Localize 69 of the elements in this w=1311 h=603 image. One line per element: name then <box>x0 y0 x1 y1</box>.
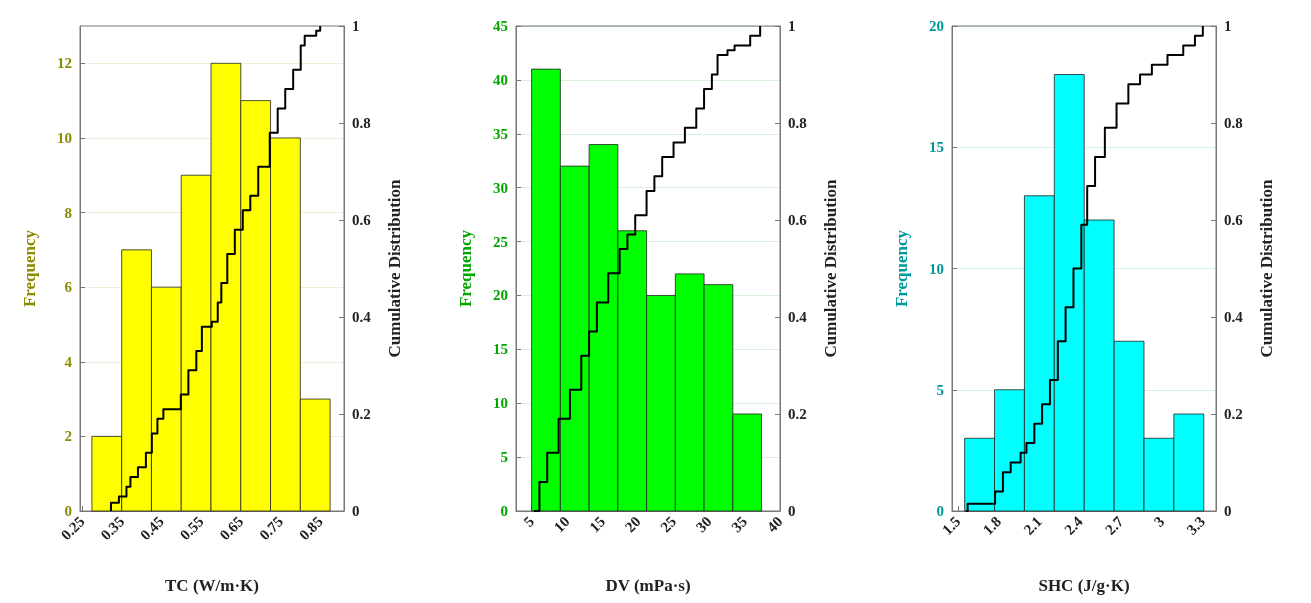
y2-tick-label: 0.6 <box>788 212 808 228</box>
y-tick-label: 20 <box>929 18 944 34</box>
y-tick-label: 20 <box>493 287 508 304</box>
y-tick-label: 6 <box>64 279 73 296</box>
x-tick-label: 25 <box>657 513 680 536</box>
y-tick-label: 2 <box>64 428 72 445</box>
x-tick-label: 2.4 <box>1061 512 1087 538</box>
y-axis-title: Frequency <box>892 229 911 308</box>
x-tick-label: 0.85 <box>295 513 326 544</box>
y2-tick-label: 0 <box>352 503 360 519</box>
y2-tick-label: 0.4 <box>1224 309 1244 325</box>
y-tick-label: 5 <box>500 449 508 466</box>
x-tick-label: 10 <box>550 513 573 536</box>
x-tick-label: 20 <box>621 513 644 536</box>
y2-tick-label: 1 <box>352 18 360 34</box>
y-tick-label: 8 <box>64 204 72 221</box>
x-tick-label: 1.8 <box>979 513 1005 538</box>
y2-tick-label: 0.6 <box>352 212 372 228</box>
x-tick-label: 3 <box>1150 513 1168 530</box>
y-axis-title: Frequency <box>456 229 475 308</box>
y-tick-label: 5 <box>936 381 944 398</box>
x-tick-label: 0.75 <box>256 513 287 544</box>
x-tick-label: 2.1 <box>1020 513 1046 538</box>
y-tick-label: 10 <box>57 129 72 146</box>
y2-tick-label: 0.2 <box>1224 406 1243 422</box>
x-axis-title: SHC (J/g·K) <box>1038 576 1130 595</box>
y2-tick-label: 1 <box>788 18 796 34</box>
y2-axis-title: Cumulative Distribution <box>1257 178 1276 358</box>
x-tick-label: 5 <box>520 513 538 530</box>
y2-tick-label: 0.4 <box>352 309 372 325</box>
y-tick-label: 12 <box>57 55 72 72</box>
y2-tick-label: 0.8 <box>1224 115 1243 131</box>
x-tick-label: 2.7 <box>1101 512 1127 538</box>
y2-tick-label: 0.8 <box>352 115 371 131</box>
y-tick-label: 15 <box>493 341 508 358</box>
y2-axis-title: Cumulative Distribution <box>821 178 840 358</box>
y2-tick-label: 1 <box>1224 18 1232 34</box>
y2-tick-label: 0.2 <box>788 406 807 422</box>
y2-tick-label: 0.8 <box>788 115 807 131</box>
x-tick-label: 0.65 <box>216 513 247 544</box>
y2-tick-label: 0 <box>1224 503 1232 519</box>
y2-axis-title: Cumulative Distribution <box>385 178 404 358</box>
y2-tick-label: 0.6 <box>1224 212 1244 228</box>
y-tick-label: 30 <box>493 179 508 196</box>
y-tick-label: 25 <box>493 233 508 250</box>
x-tick-label: 3.3 <box>1183 513 1209 538</box>
y-tick-label: 10 <box>929 260 944 277</box>
x-tick-label: 30 <box>692 513 715 536</box>
x-tick-label: 0.35 <box>97 513 128 544</box>
y2-tick-label: 0.2 <box>352 406 371 422</box>
y-tick-label: 35 <box>493 125 508 142</box>
y-tick-label: 15 <box>929 139 944 156</box>
y-tick-label: 45 <box>493 18 508 34</box>
y-tick-label: 4 <box>64 353 73 370</box>
x-tick-label: 35 <box>728 513 751 536</box>
y-tick-label: 0 <box>64 503 72 519</box>
x-tick-label: 40 <box>763 513 786 536</box>
y-tick-label: 10 <box>493 395 508 412</box>
y-tick-label: 40 <box>493 71 508 88</box>
x-tick-label: 0.55 <box>176 513 207 544</box>
x-axis-title: DV (mPa·s) <box>605 576 691 595</box>
x-tick-label: 0.45 <box>137 513 168 544</box>
x-axis-title: TC (W/m·K) <box>165 576 259 595</box>
y2-tick-label: 0.4 <box>788 309 808 325</box>
y-tick-label: 0 <box>500 503 508 519</box>
y2-tick-label: 0 <box>788 503 796 519</box>
x-tick-label: 15 <box>586 513 609 536</box>
y-tick-label: 0 <box>936 503 944 519</box>
y-axis-title: Frequency <box>20 229 39 308</box>
